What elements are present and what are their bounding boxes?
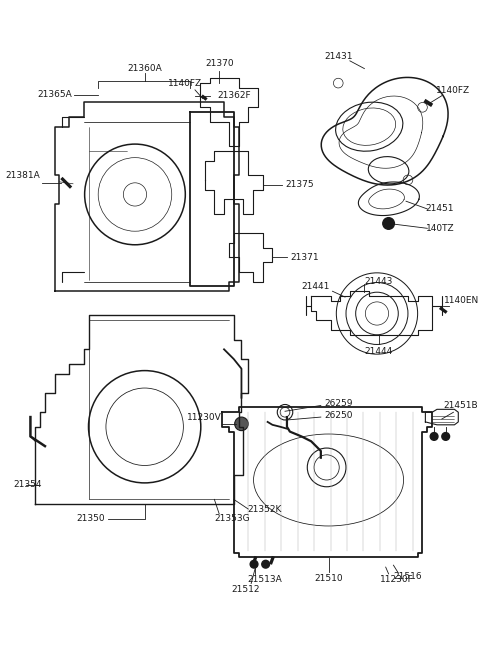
Circle shape	[430, 432, 438, 440]
Text: 21431: 21431	[324, 51, 352, 60]
Text: 21443: 21443	[365, 277, 393, 286]
Text: 21350: 21350	[76, 514, 105, 523]
Text: 21371: 21371	[290, 253, 319, 262]
Circle shape	[235, 417, 248, 430]
Text: 21365A: 21365A	[37, 90, 72, 99]
Text: 1140EN: 1140EN	[444, 296, 479, 306]
Text: 21360A: 21360A	[127, 64, 162, 73]
Text: 11230F: 11230F	[380, 575, 413, 584]
Text: 21352K: 21352K	[248, 505, 282, 514]
Circle shape	[262, 560, 270, 568]
Text: 21381A: 21381A	[5, 171, 40, 179]
Text: 21353G: 21353G	[214, 514, 250, 523]
Text: 11230V: 11230V	[187, 413, 222, 422]
Text: 21516: 21516	[394, 572, 422, 581]
Text: 1140FZ: 1140FZ	[168, 79, 203, 87]
Text: 21444: 21444	[365, 347, 393, 355]
Text: 26259: 26259	[324, 399, 352, 408]
Circle shape	[250, 560, 258, 568]
Text: 140TZ: 140TZ	[426, 224, 454, 233]
Text: 21370: 21370	[205, 59, 233, 68]
Text: 21451B: 21451B	[443, 401, 478, 410]
Text: 21451: 21451	[426, 204, 454, 214]
Text: 21441: 21441	[302, 282, 330, 291]
Circle shape	[442, 432, 450, 440]
Text: 21513A: 21513A	[247, 575, 282, 584]
Text: 21375: 21375	[285, 180, 314, 189]
Text: 21510: 21510	[314, 574, 343, 583]
Text: 1140FZ: 1140FZ	[436, 86, 470, 95]
Text: 26250: 26250	[324, 411, 352, 420]
Text: 21354: 21354	[13, 480, 41, 489]
Text: 21512: 21512	[231, 585, 260, 594]
Text: 21362F: 21362F	[217, 91, 251, 100]
Circle shape	[383, 217, 395, 229]
